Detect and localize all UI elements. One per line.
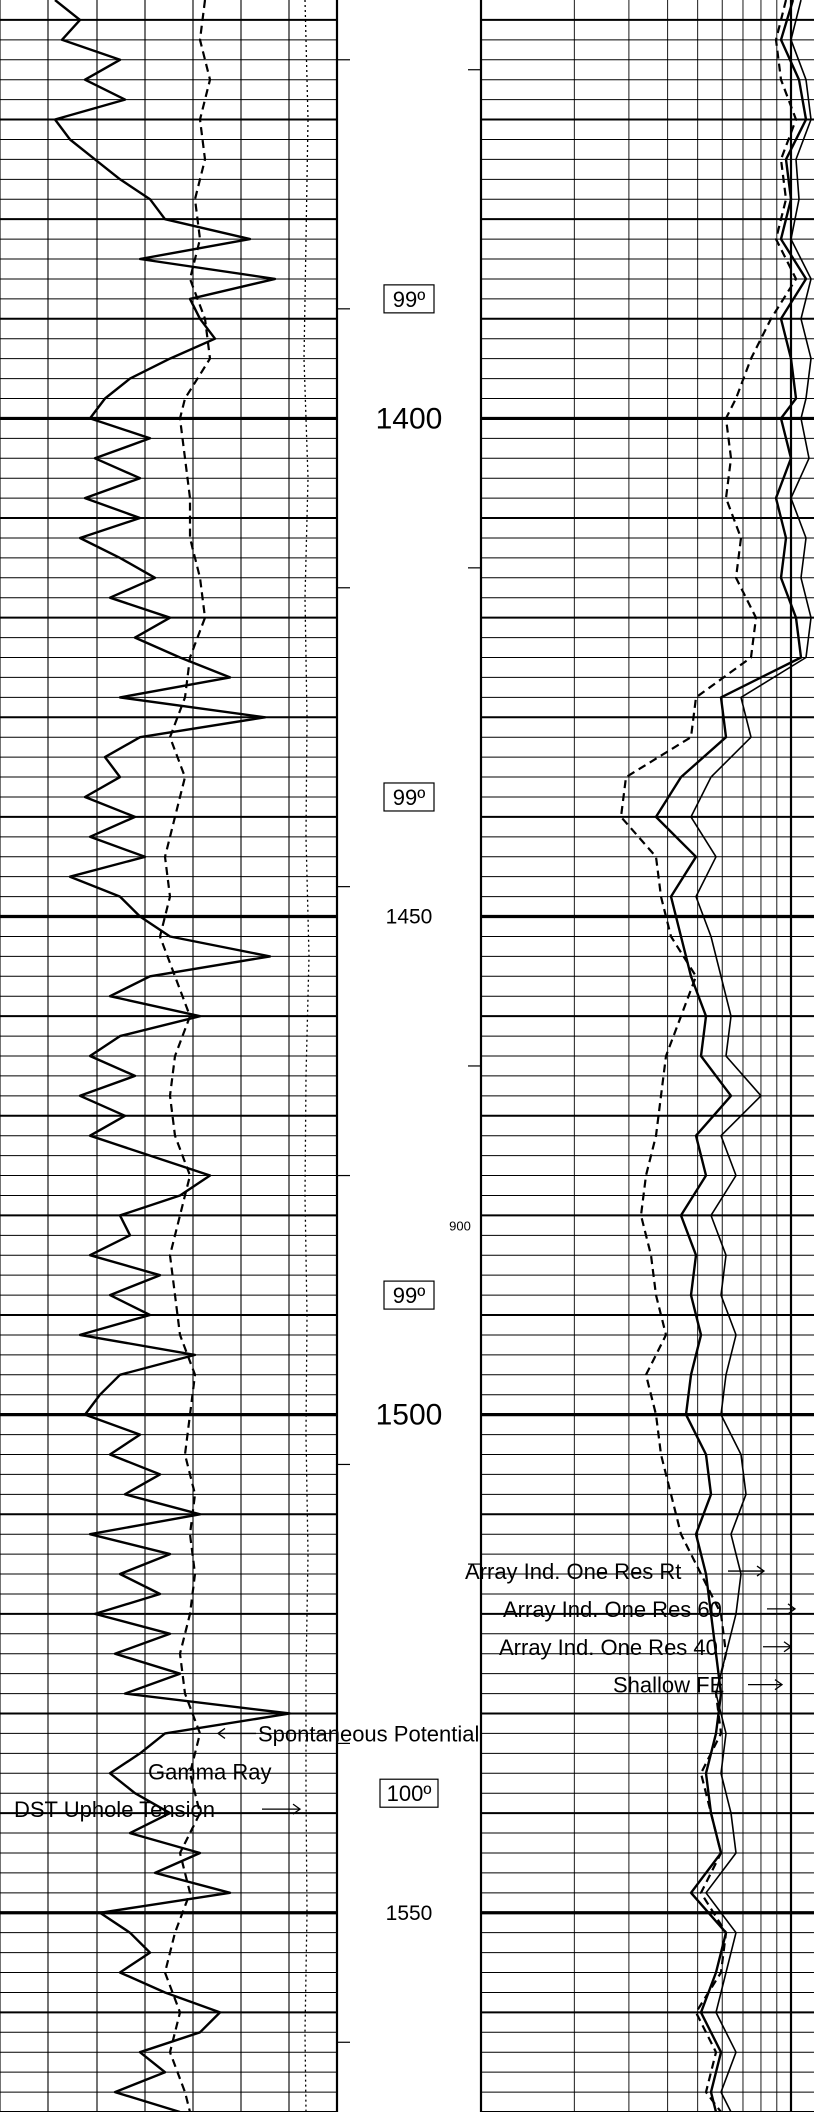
curve-annotations: Spontaneous Potential Gamma Ray DST Uphole… <box>14 1559 797 1822</box>
curve-track1-solid <box>53 0 292 2112</box>
curve-track1-dotted <box>303 0 310 2112</box>
temperature-box <box>383 284 435 314</box>
depth-label: 1400 <box>376 402 443 435</box>
temperature-box <box>383 782 435 812</box>
track1-grid <box>0 0 339 2112</box>
temperature-label: 100º <box>387 1781 432 1806</box>
curve-track1-dashed <box>158 0 212 2112</box>
scale-tick-label: 900 <box>449 1218 471 1233</box>
log-curves <box>53 0 812 2112</box>
annotation-arrowhead <box>787 1603 797 1615</box>
temperature-box <box>379 1778 439 1808</box>
annotation-arrowhead <box>774 1679 784 1691</box>
curve-annotation-label: Gamma Ray <box>148 1759 271 1784</box>
curve-annotation-label: Spontaneous Potential <box>258 1721 479 1746</box>
curve-annotation-label: DST Uphole Tension <box>14 1797 215 1822</box>
depth-label: 1550 <box>386 1902 433 1925</box>
depth-label: 1450 <box>386 906 433 929</box>
annotation-arrowhead <box>292 1803 302 1815</box>
curve-annotation-label: Array Ind. One Res 40 <box>499 1635 718 1660</box>
depth-label: 1500 <box>376 1399 443 1432</box>
temperature-label: 99º <box>393 785 426 810</box>
track2-grid <box>479 0 814 2112</box>
curve-track2-solid <box>654 0 808 2112</box>
annotation-arrowhead <box>756 1565 766 1577</box>
temperature-label: 99º <box>393 1283 426 1308</box>
temperature-box <box>383 1280 435 1310</box>
curve-track2-solid-thin <box>690 0 812 2112</box>
curve-track2-dashed <box>619 0 798 2112</box>
curve-annotation-label: Shallow FE <box>613 1673 724 1698</box>
depth-track: 1400 1450 1500 1550 99º 99º 99º 100º 900 <box>337 59 481 2043</box>
annotation-arrowhead <box>783 1641 793 1653</box>
annotation-arrowhead <box>216 1727 226 1739</box>
curve-annotation-label: Array Ind. One Res 60 <box>503 1597 722 1622</box>
temperature-label: 99º <box>393 287 426 312</box>
curve-annotation-label: Array Ind. One Res Rt <box>465 1559 681 1584</box>
